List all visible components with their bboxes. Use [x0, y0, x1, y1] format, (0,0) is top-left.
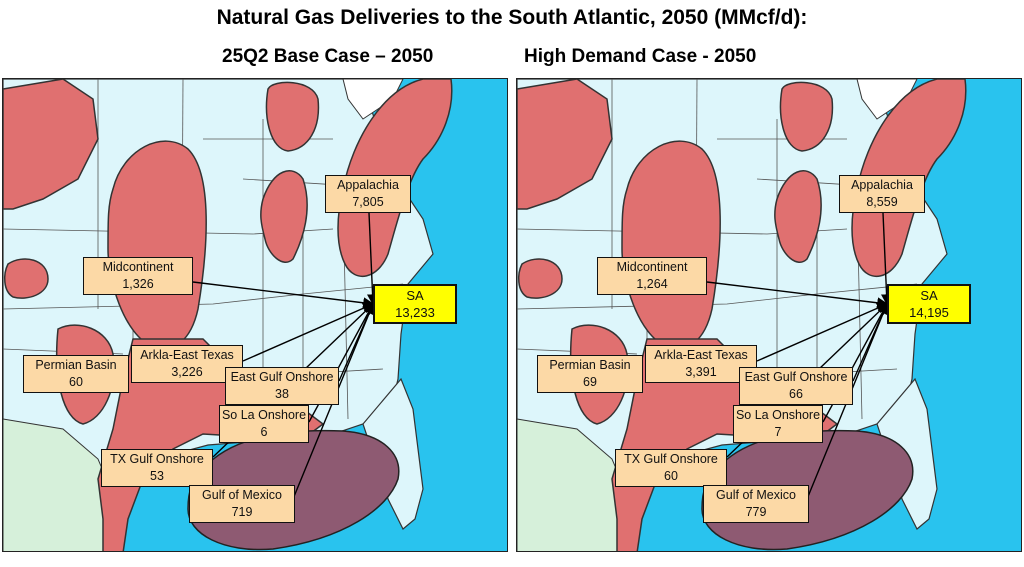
region-value: 53	[150, 469, 164, 483]
region-name: Arkla-East Texas	[140, 348, 234, 362]
basin-illinois	[774, 170, 822, 263]
region-value: 14,195	[909, 305, 949, 320]
region-box-sola: So La Onshore 6	[219, 405, 309, 443]
region-value: 60	[69, 375, 83, 389]
region-box-eastgulf: East Gulf Onshore 38	[225, 367, 339, 405]
region-box-gom: Gulf of Mexico 779	[703, 485, 809, 523]
region-box-sa: SA 13,233	[373, 284, 457, 324]
region-box-appalachia: Appalachia 8,559	[839, 175, 925, 213]
region-value: 719	[231, 505, 253, 519]
region-value: 7,805	[352, 195, 384, 209]
region-name: Permian Basin	[549, 358, 631, 372]
region-name: Gulf of Mexico	[716, 488, 796, 502]
region-name: TX Gulf Onshore	[110, 452, 204, 466]
region-name: East Gulf Onshore	[230, 370, 334, 384]
region-value: 60	[664, 469, 678, 483]
canada-land	[342, 79, 404, 120]
region-name: So La Onshore	[221, 408, 307, 422]
region-name: TX Gulf Onshore	[624, 452, 718, 466]
region-value: 13,233	[395, 305, 435, 320]
basin-northwest	[517, 79, 613, 210]
region-name: Midcontinent	[616, 260, 688, 274]
region-value: 3,391	[685, 365, 717, 379]
basin-anadarko-west	[517, 258, 563, 299]
region-value: 8,559	[866, 195, 898, 209]
region-value: 6	[260, 425, 268, 439]
map-panel-base-case: Appalachia 7,805 Midcontinent 1,326 SA 13,233…	[2, 78, 508, 552]
region-box-midcontinent: Midcontinent 1,326	[83, 257, 193, 295]
region-name: SA	[920, 288, 938, 303]
basin-midcontinent	[107, 140, 207, 350]
region-name: Gulf of Mexico	[202, 488, 282, 502]
region-box-arkla: Arkla-East Texas 3,226	[131, 345, 243, 383]
map-panel-high-demand: Appalachia 8,559 Midcontinent 1,264 SA 14,195…	[516, 78, 1022, 552]
basin-northwest	[3, 79, 99, 210]
region-box-permian: Permian Basin 60	[23, 355, 129, 393]
region-value: 7	[774, 425, 782, 439]
region-value: 3,226	[171, 365, 203, 379]
region-name: East Gulf Onshore	[744, 370, 848, 384]
region-name: So La Onshore	[735, 408, 821, 422]
region-box-arkla: Arkla-East Texas 3,391	[645, 345, 757, 383]
region-box-sola: So La Onshore 7	[733, 405, 823, 443]
canada-land	[856, 79, 918, 120]
basin-illinois	[260, 170, 308, 263]
region-box-txgulf: TX Gulf Onshore 53	[101, 449, 213, 487]
region-name: Midcontinent	[102, 260, 174, 274]
region-value: 38	[275, 387, 289, 401]
region-name: Permian Basin	[35, 358, 117, 372]
region-value: 1,264	[636, 277, 668, 291]
basin-midcontinent	[621, 140, 721, 350]
region-box-gom: Gulf of Mexico 719	[189, 485, 295, 523]
basin-anadarko-west	[3, 258, 49, 299]
region-box-sa: SA 14,195	[887, 284, 971, 324]
basin-michigan	[779, 81, 834, 152]
region-name: Appalachia	[851, 178, 913, 192]
region-name: Appalachia	[337, 178, 399, 192]
panel-subtitle-base: 25Q2 Base Case – 2050	[222, 46, 434, 67]
region-name: SA	[406, 288, 424, 303]
region-box-permian: Permian Basin 69	[537, 355, 643, 393]
basin-michigan	[265, 81, 320, 152]
region-box-midcontinent: Midcontinent 1,264	[597, 257, 707, 295]
region-box-appalachia: Appalachia 7,805	[325, 175, 411, 213]
region-value: 1,326	[122, 277, 154, 291]
region-value: 69	[583, 375, 597, 389]
panel-subtitle-high: High Demand Case - 2050	[524, 46, 757, 67]
region-name: Arkla-East Texas	[654, 348, 748, 362]
region-box-txgulf: TX Gulf Onshore 60	[615, 449, 727, 487]
region-value: 779	[745, 505, 767, 519]
chart-title: Natural Gas Deliveries to the South Atla…	[216, 6, 808, 29]
region-box-eastgulf: East Gulf Onshore 66	[739, 367, 853, 405]
region-value: 66	[789, 387, 803, 401]
